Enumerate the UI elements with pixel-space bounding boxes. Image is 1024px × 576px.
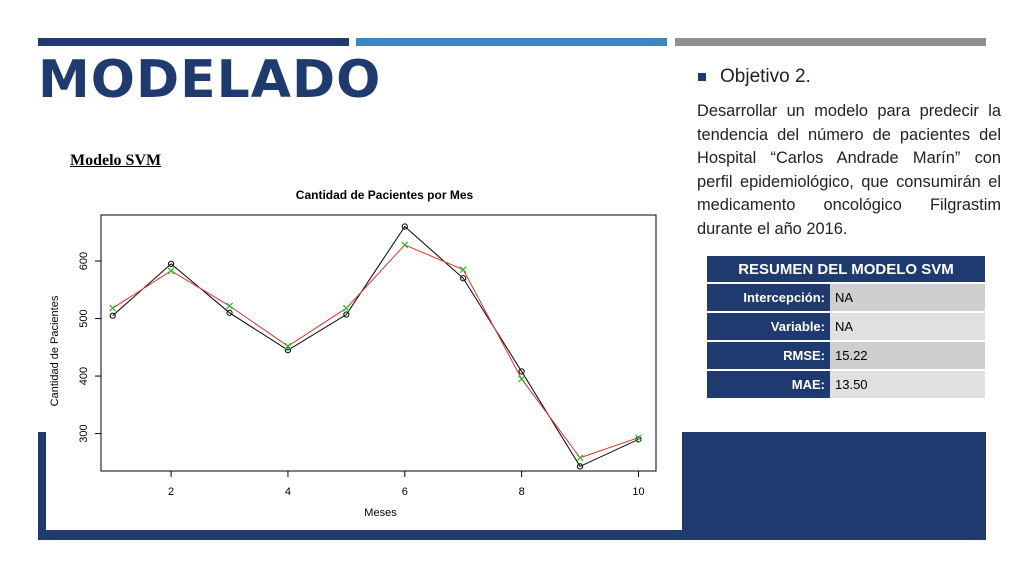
summary-value: NA <box>830 284 985 311</box>
y-tick-label: 300 <box>78 424 90 442</box>
series-point-2 <box>518 375 526 383</box>
summary-value: 15.22 <box>830 342 985 369</box>
model-subtitle: Modelo SVM <box>70 152 162 169</box>
summary-value: 13.50 <box>830 371 985 398</box>
accent-bar-right <box>675 38 986 46</box>
series-point-2 <box>109 304 117 312</box>
x-tick-label: 10 <box>632 486 644 498</box>
summary-label: Intercepción: <box>707 284 830 311</box>
model-summary-table: RESUMEN DEL MODELO SVM Intercepción: NA … <box>707 254 985 400</box>
summary-row: MAE: 13.50 <box>707 371 985 398</box>
chart-panel <box>46 146 682 530</box>
series-point-1 <box>518 368 525 375</box>
slide-title: MODELADO <box>38 50 382 110</box>
summary-label: RMSE: <box>707 342 830 369</box>
summary-row: Variable: NA <box>707 313 985 340</box>
series-point-1 <box>284 347 292 354</box>
y-tick-label: 600 <box>78 252 90 270</box>
series-point-1 <box>109 312 116 319</box>
accent-bar-middle <box>356 38 667 46</box>
series-point-2 <box>342 304 350 312</box>
patients-line-chart: Cantidad de Pacientes por Mes Meses Cantid… <box>49 188 657 519</box>
summary-header: RESUMEN DEL MODELO SVM <box>707 256 985 282</box>
bullet-square-icon <box>698 73 706 81</box>
series-point-2 <box>226 302 233 310</box>
series-point-2 <box>284 342 292 350</box>
objective-item: Objetivo 2. <box>698 66 811 88</box>
series-point-1 <box>226 309 233 316</box>
series-point-1 <box>401 223 408 230</box>
summary-row: Intercepción: NA <box>707 284 985 311</box>
series-point-2 <box>635 434 642 442</box>
series-point-2 <box>401 241 409 249</box>
objective-description: Desarrollar un modelo para predecir la t… <box>697 102 1001 238</box>
series-point-1 <box>168 260 175 267</box>
series-point-1 <box>460 275 467 282</box>
plot-frame <box>100 214 657 472</box>
y-tick-label: 400 <box>78 367 90 385</box>
series-point-2 <box>459 266 467 274</box>
y-tick-label: 500 <box>78 309 90 327</box>
x-tick-label: 2 <box>168 486 174 498</box>
x-tick-label: 8 <box>519 486 525 498</box>
series-line-2 <box>112 244 639 459</box>
x-tick-label: 6 <box>402 486 408 498</box>
objective-label: Objetivo 2. <box>720 66 811 87</box>
series-point-2 <box>167 267 175 275</box>
series-point-2 <box>576 454 584 462</box>
summary-value: NA <box>830 313 985 340</box>
summary-label: Variable: <box>707 313 830 340</box>
series-point-1 <box>343 311 350 318</box>
chart-title: Cantidad de Pacientes por Mes <box>296 188 474 202</box>
y-axis-label: Cantidad de Pacientes <box>49 295 61 406</box>
summary-label: MAE: <box>707 371 830 398</box>
series-point-1 <box>576 463 584 470</box>
x-axis-label: Meses <box>364 507 397 519</box>
summary-row: RMSE: 15.22 <box>707 342 985 369</box>
series-point-1 <box>635 436 642 443</box>
accent-bar-left <box>38 38 349 46</box>
x-tick-label: 4 <box>285 486 291 498</box>
